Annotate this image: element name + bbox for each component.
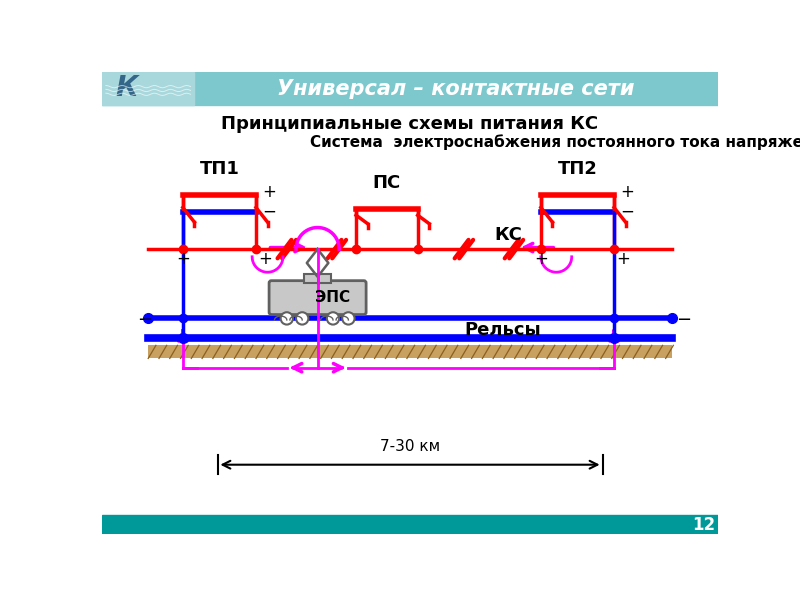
Text: ПС: ПС — [373, 174, 401, 192]
Text: ТП2: ТП2 — [558, 160, 598, 178]
Text: Рельсы: Рельсы — [464, 321, 541, 339]
Bar — [148, 346, 672, 358]
Text: +: + — [177, 251, 190, 269]
Text: +: + — [620, 183, 634, 201]
Text: Универсал – контактные сети: Универсал – контактные сети — [278, 79, 635, 99]
Text: КС: КС — [494, 226, 522, 244]
Text: +: + — [534, 251, 549, 269]
Text: ЭПС: ЭПС — [315, 290, 350, 305]
Bar — [102, 515, 718, 534]
Circle shape — [342, 312, 354, 325]
Text: −: − — [620, 202, 634, 220]
Bar — [304, 274, 331, 283]
Text: +: + — [616, 251, 630, 269]
Circle shape — [296, 312, 308, 325]
Text: −: − — [262, 202, 276, 220]
FancyBboxPatch shape — [269, 281, 366, 314]
Text: Система  электроснабжения постоянного тока напряжением 3 кВ: Система электроснабжения постоянного ток… — [310, 134, 800, 150]
Circle shape — [327, 312, 339, 325]
Text: 7-30 км: 7-30 км — [380, 439, 440, 454]
Text: −: − — [676, 311, 690, 329]
Text: +: + — [262, 183, 276, 201]
Text: 12: 12 — [693, 516, 716, 534]
Text: К: К — [116, 74, 138, 102]
Text: ТП1: ТП1 — [199, 160, 239, 178]
Bar — [102, 72, 194, 105]
Text: −: − — [138, 311, 153, 329]
Circle shape — [281, 312, 293, 325]
Text: +: + — [258, 251, 272, 269]
Text: Принципиальные схемы питания КС: Принципиальные схемы питания КС — [222, 115, 598, 133]
Bar — [102, 72, 718, 105]
